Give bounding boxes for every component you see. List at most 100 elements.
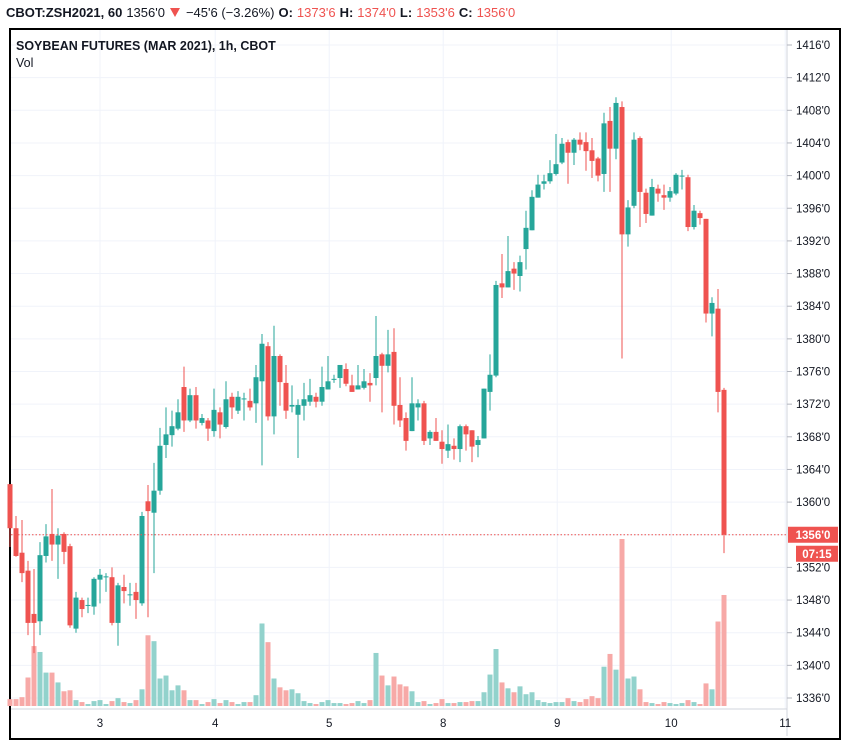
candle-body	[379, 354, 385, 366]
volume-bar	[103, 704, 109, 706]
volume-bar	[391, 676, 397, 706]
volume-bar	[589, 696, 595, 706]
price-tick-label: 1376'0	[796, 367, 830, 379]
candle-body	[547, 173, 553, 182]
candle	[73, 591, 79, 633]
volume-bar	[277, 687, 283, 706]
candle	[355, 364, 361, 390]
candle-body	[223, 399, 229, 428]
candle	[667, 187, 673, 202]
chart-frame	[9, 28, 841, 740]
volume-bar	[229, 702, 235, 706]
volume-bar	[439, 699, 445, 706]
volume-bar	[175, 685, 181, 706]
candle-body	[199, 418, 205, 423]
candle	[427, 430, 433, 445]
candle-body	[625, 207, 631, 235]
candle-body	[73, 597, 79, 629]
volume-bar	[109, 701, 115, 706]
volume-bar	[565, 698, 571, 706]
candle	[481, 388, 487, 439]
candle-body	[529, 196, 535, 231]
volume-bar	[295, 693, 301, 706]
candle	[703, 218, 709, 323]
candle	[85, 597, 91, 614]
candle-body	[535, 184, 541, 198]
candle	[343, 363, 349, 387]
volume-bar	[271, 678, 277, 706]
candle	[103, 573, 109, 592]
open-value: 1373'6	[296, 5, 336, 20]
volume-bar	[649, 703, 655, 706]
candle-body	[85, 604, 91, 606]
volume-bar	[181, 690, 187, 706]
volume-bar	[535, 700, 541, 706]
candle-body	[295, 404, 301, 415]
volume-bar	[493, 649, 499, 706]
candle	[55, 528, 61, 579]
volume-bar	[703, 683, 709, 706]
volume-bar	[655, 704, 661, 706]
candle-body	[307, 395, 313, 402]
candle	[115, 582, 121, 646]
candle	[97, 569, 103, 604]
symbol-interval[interactable]: CBOT:ZSH2021, 60	[6, 5, 123, 20]
candle-body	[679, 175, 685, 177]
candle-body	[451, 445, 457, 450]
candle	[139, 511, 145, 606]
candle	[91, 577, 97, 615]
candle-body	[385, 354, 391, 366]
volume-bar	[415, 702, 421, 706]
volume-bar	[55, 682, 61, 706]
candle	[319, 366, 325, 406]
candle-body	[601, 123, 607, 174]
volume-bar	[409, 691, 415, 706]
volume-bar	[205, 702, 211, 706]
candle	[409, 377, 415, 432]
candle	[679, 169, 685, 190]
candle-body	[619, 107, 625, 235]
candle	[577, 132, 583, 151]
candle-body	[553, 164, 559, 174]
candle-body	[319, 387, 325, 402]
candle	[607, 107, 613, 192]
candle-body	[703, 218, 709, 314]
candle-body	[193, 395, 199, 421]
volume-bar	[685, 700, 691, 706]
candle-body	[589, 150, 595, 161]
candle-body	[259, 343, 265, 382]
countdown-label-bg	[796, 545, 838, 562]
time-axis: 3 4 5 8 9 10 11	[97, 718, 791, 730]
candle	[715, 289, 721, 413]
candle-body	[49, 533, 55, 545]
candle-body	[7, 484, 13, 529]
candle	[277, 354, 283, 406]
candle-body	[331, 378, 337, 380]
candle	[511, 262, 517, 290]
candle-body	[361, 381, 367, 388]
candle-body	[667, 191, 673, 198]
candle-body	[481, 388, 487, 439]
candle-body	[229, 396, 235, 408]
candle	[433, 418, 439, 441]
candle	[7, 484, 13, 547]
candle-body	[241, 398, 247, 400]
candle	[253, 364, 259, 423]
series-title[interactable]: SOYBEAN FUTURES (MAR 2021), 1h, CBOT	[16, 39, 276, 53]
low-label: L:	[399, 5, 413, 20]
candle	[199, 413, 205, 426]
candle	[487, 354, 493, 411]
candle-body	[391, 351, 397, 406]
candle	[19, 520, 25, 583]
volume-indicator-label[interactable]: Vol	[16, 56, 34, 70]
candle-body	[91, 578, 97, 607]
candle	[145, 484, 151, 618]
volume-bar	[691, 702, 697, 706]
candle	[697, 210, 703, 225]
volume-bar	[679, 703, 685, 706]
candles	[7, 97, 727, 654]
volume-bar	[517, 686, 523, 706]
candle	[25, 560, 31, 636]
candle-body	[433, 431, 439, 441]
